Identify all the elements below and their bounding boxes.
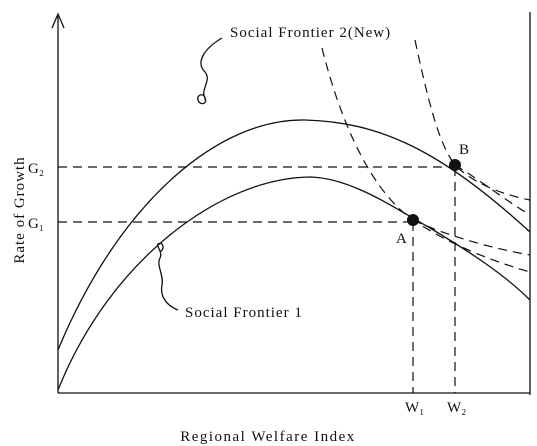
point-a-label: A <box>396 231 407 247</box>
tangent-a <box>412 219 531 256</box>
g1-label: G₁ <box>28 216 44 232</box>
frontier-2-curve <box>57 119 531 351</box>
y-axis-label: Rate of Growth <box>12 156 28 263</box>
point-b-label: B <box>459 142 469 158</box>
frontier-1-curve <box>57 176 531 391</box>
y-axis-arrow <box>51 12 65 29</box>
x-axis-label: Regional Welfare Index <box>180 429 356 445</box>
leader-frontier-2 <box>197 37 223 105</box>
g2-label: G₂ <box>28 161 44 177</box>
w1-label: W₁ <box>405 400 424 416</box>
tangent-b <box>454 164 531 216</box>
point-b <box>449 159 461 171</box>
frontier-1-label: Social Frontier 1 <box>185 305 303 321</box>
indifference-curve-2 <box>414 39 531 201</box>
indifference-curve-1 <box>321 47 531 273</box>
w2-label: W₂ <box>447 400 466 416</box>
frontier-2-label: Social Frontier 2(New) <box>230 25 391 41</box>
point-a <box>407 214 419 226</box>
leader-frontier-1 <box>156 242 179 311</box>
